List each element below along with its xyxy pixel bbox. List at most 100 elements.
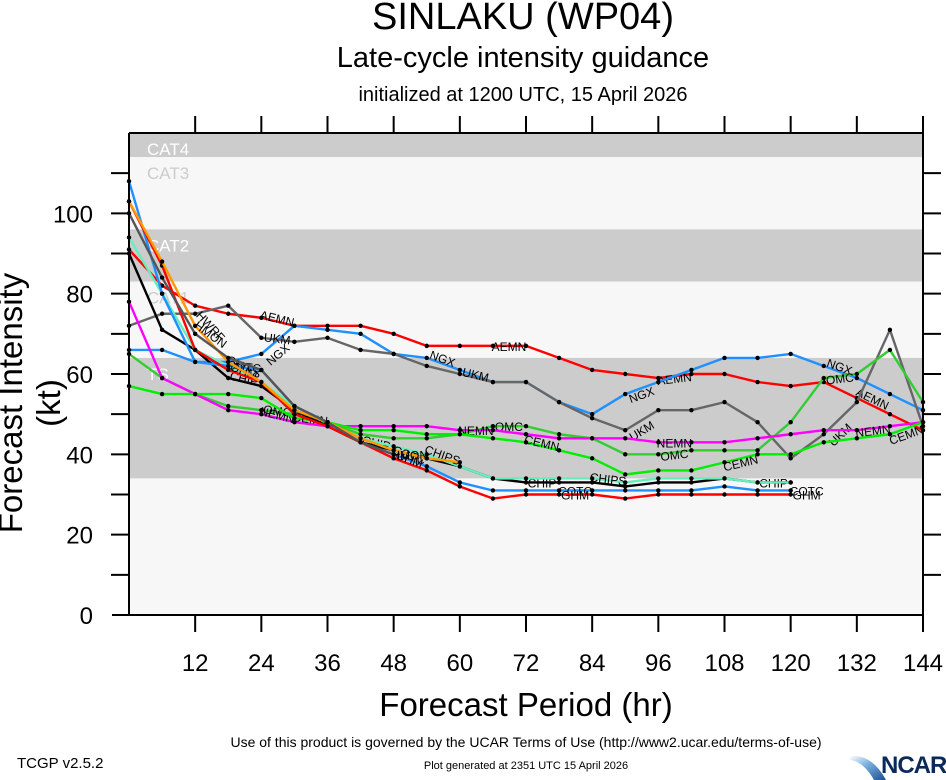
data-point <box>358 432 363 437</box>
data-point <box>424 432 429 437</box>
data-point <box>325 420 330 425</box>
data-point <box>854 428 860 433</box>
data-point <box>424 355 429 361</box>
data-point <box>457 432 463 437</box>
data-point <box>523 480 529 485</box>
data-point <box>589 492 595 497</box>
data-point <box>490 496 496 501</box>
data-point <box>589 488 595 493</box>
data-point <box>259 395 264 401</box>
y-tick-label: 60 <box>66 362 93 389</box>
data-point <box>391 424 396 429</box>
data-point <box>523 440 529 445</box>
data-point <box>226 375 231 381</box>
data-point <box>358 323 363 328</box>
data-point <box>192 323 198 328</box>
data-point <box>192 391 198 397</box>
data-point <box>788 432 793 437</box>
data-point <box>292 415 297 421</box>
data-point <box>424 456 429 461</box>
data-point <box>656 488 661 493</box>
data-point <box>556 448 562 453</box>
data-point <box>391 452 396 457</box>
x-tick-label: 24 <box>248 650 275 677</box>
data-point <box>159 275 165 280</box>
data-point <box>656 468 661 473</box>
data-point <box>325 424 330 429</box>
data-point <box>457 428 463 433</box>
data-point <box>424 436 429 441</box>
data-point <box>192 359 198 365</box>
data-point <box>391 444 396 449</box>
data-point <box>623 391 628 397</box>
data-point <box>854 371 860 377</box>
data-point <box>424 343 429 349</box>
data-point <box>556 432 562 437</box>
y-tick-label: 100 <box>53 201 93 228</box>
data-point <box>589 456 595 461</box>
series-label: AEMN <box>656 370 692 388</box>
data-point <box>722 371 727 377</box>
data-point <box>722 460 727 465</box>
data-point <box>755 452 760 457</box>
data-point <box>589 415 595 421</box>
data-point <box>457 464 463 469</box>
data-point <box>226 303 231 308</box>
x-axis-label: Forecast Period (hr) <box>379 686 673 723</box>
data-point <box>159 375 165 381</box>
data-point <box>821 440 826 445</box>
data-point <box>159 391 165 397</box>
data-point <box>623 436 628 441</box>
data-point <box>689 492 694 497</box>
data-point <box>490 428 496 433</box>
x-tick-label: 72 <box>513 650 540 677</box>
data-point <box>226 403 231 409</box>
data-point <box>192 303 198 308</box>
data-point <box>259 411 264 417</box>
data-point <box>589 411 595 417</box>
series-label: COTC <box>790 484 824 498</box>
data-point <box>656 440 661 445</box>
chart-title: SINLAKU (WP04) <box>372 0 674 38</box>
intensity-band <box>129 229 923 282</box>
data-point <box>523 424 529 429</box>
data-point <box>589 480 595 485</box>
data-point <box>623 480 628 485</box>
data-point <box>391 351 396 357</box>
data-point <box>556 492 562 497</box>
data-point <box>424 468 429 473</box>
x-tick-label: 60 <box>446 650 473 677</box>
data-point <box>490 379 496 385</box>
data-point <box>192 331 198 337</box>
intensity-band <box>129 133 923 158</box>
x-tick-label: 36 <box>314 650 341 677</box>
data-point <box>358 424 363 429</box>
data-point <box>722 440 727 445</box>
data-point <box>722 399 727 405</box>
data-point <box>887 347 893 353</box>
data-point <box>887 411 893 417</box>
data-point <box>656 452 661 457</box>
data-point <box>788 351 793 357</box>
data-point <box>689 480 694 485</box>
series-label: UKM <box>461 365 490 385</box>
data-point <box>391 428 396 433</box>
data-point <box>589 436 595 441</box>
data-point <box>689 468 694 473</box>
series-label: AEMN <box>492 340 527 354</box>
data-point <box>457 371 463 377</box>
data-point <box>259 379 264 385</box>
version-label: TCGP v2.5.2 <box>17 755 104 772</box>
data-point <box>623 484 628 489</box>
intensity-band <box>129 478 923 615</box>
data-point <box>623 488 628 493</box>
band-label: CAT3 <box>147 164 189 183</box>
data-point <box>623 496 628 501</box>
data-point <box>259 407 264 413</box>
data-point <box>623 452 628 457</box>
data-point <box>656 407 661 413</box>
data-point <box>689 448 694 453</box>
data-point <box>523 488 529 493</box>
data-point <box>523 476 529 481</box>
data-point <box>556 399 562 405</box>
